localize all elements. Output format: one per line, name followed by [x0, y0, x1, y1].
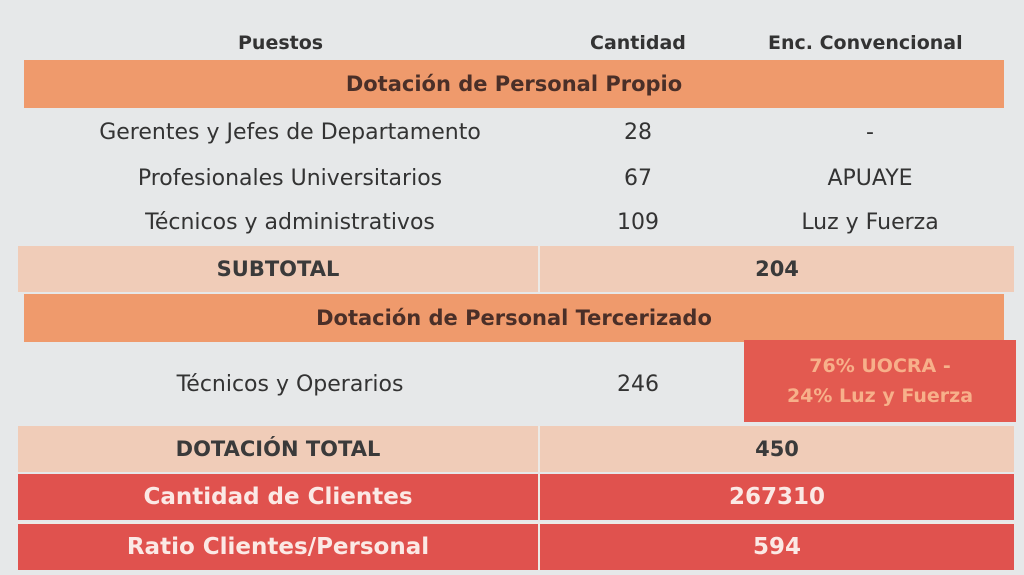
- subtotal-row: SUBTOTAL 204: [18, 246, 1014, 292]
- row-convenio: -: [866, 120, 874, 145]
- table-row: Técnicos y Operarios 246: [0, 362, 1024, 408]
- row-puesto: Gerentes y Jefes de Departamento: [99, 120, 481, 145]
- total-value: 450: [538, 426, 1014, 472]
- convenio-tercerizado-cell: 76% UOCRA - 24% Luz y Fuerza: [744, 340, 1016, 422]
- convenio-line-1: 76% UOCRA -: [809, 355, 951, 377]
- row-cantidad: 28: [624, 120, 652, 145]
- ratio-row: Ratio Clientes/Personal 594: [18, 522, 1014, 570]
- ratio-label: Ratio Clientes/Personal: [18, 524, 538, 570]
- section-personal-tercerizado: Dotación de Personal Tercerizado: [24, 294, 1004, 342]
- clientes-row: Cantidad de Clientes 267310: [18, 474, 1014, 520]
- header-cantidad: Cantidad: [590, 32, 686, 54]
- clientes-label: Cantidad de Clientes: [18, 474, 538, 520]
- convenio-line-2: 24% Luz y Fuerza: [786, 385, 974, 407]
- section-personal-propio: Dotación de Personal Propio: [24, 60, 1004, 108]
- subtotal-label: SUBTOTAL: [18, 246, 538, 292]
- clientes-value: 267310: [538, 474, 1014, 520]
- row-cantidad: 109: [617, 210, 659, 235]
- ratio-value: 594: [538, 524, 1014, 570]
- table-row: Profesionales Universitarios 67 APUAYE: [0, 156, 1024, 202]
- table-row: Gerentes y Jefes de Departamento 28 -: [0, 110, 1024, 156]
- row-puesto: Profesionales Universitarios: [137, 166, 443, 191]
- row-cantidad: 67: [624, 166, 652, 191]
- row-puesto: Técnicos y administrativos: [145, 210, 435, 235]
- header-puestos: Puestos: [238, 32, 324, 54]
- table-row: Técnicos y administrativos 109 Luz y Fue…: [0, 200, 1024, 246]
- row-convenio: Luz y Fuerza: [801, 210, 939, 235]
- row-convenio: APUAYE: [827, 166, 913, 191]
- total-label: DOTACIÓN TOTAL: [18, 426, 538, 472]
- row-cantidad: 246: [617, 372, 659, 397]
- table-header: Puestos Cantidad Enc. Convencional: [0, 22, 1024, 62]
- row-puesto: Técnicos y Operarios: [176, 372, 404, 397]
- total-row: DOTACIÓN TOTAL 450: [18, 426, 1014, 472]
- subtotal-value: 204: [538, 246, 1014, 292]
- header-convenio: Enc. Convencional: [768, 32, 963, 54]
